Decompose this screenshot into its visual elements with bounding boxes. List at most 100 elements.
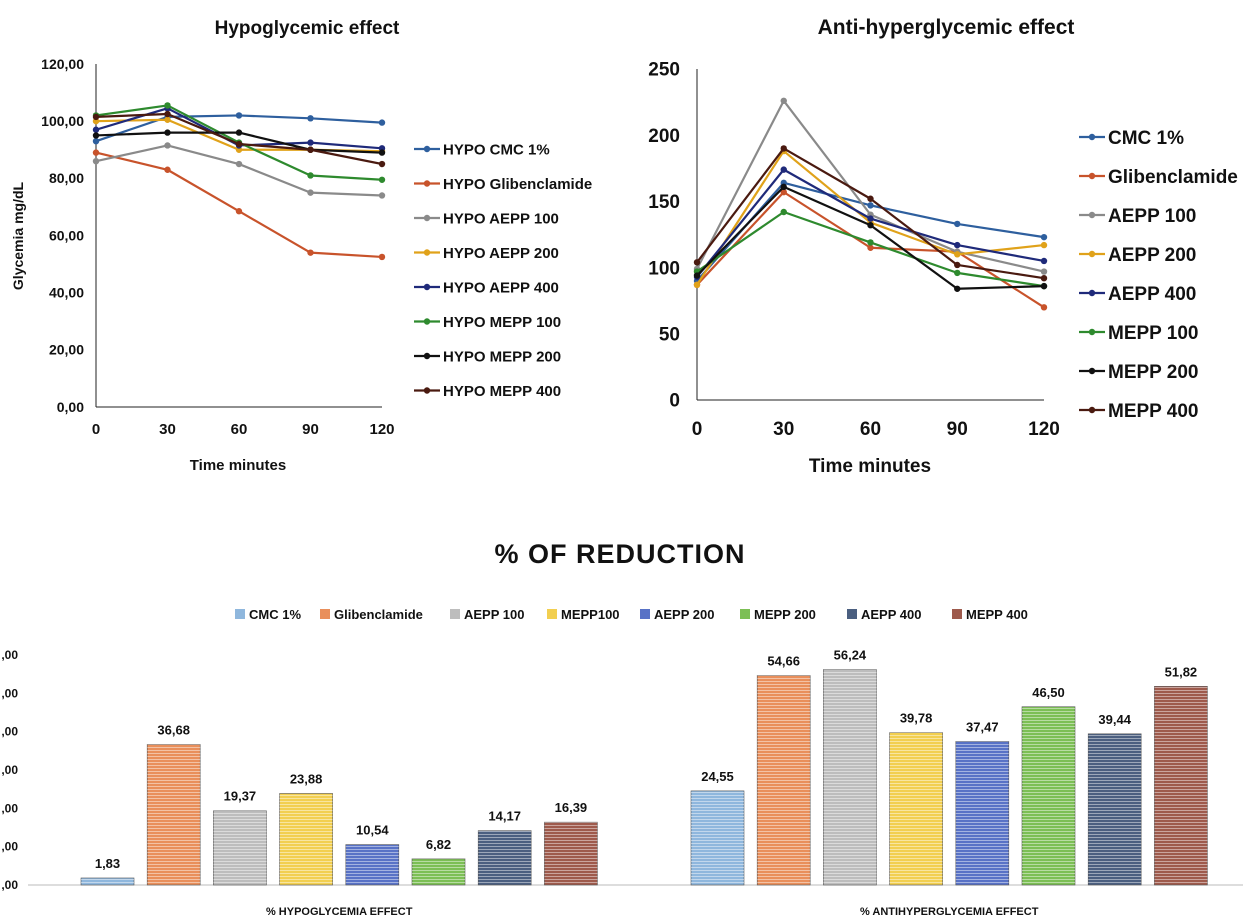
c2-legend-marker (1088, 406, 1096, 414)
c1-data-point (307, 146, 314, 153)
c2-legend-marker (1088, 328, 1096, 336)
c3-category-label: % HYPOGLYCEMIA EFFECT (266, 906, 413, 918)
c3-legend-label: MEPP 200 (754, 607, 816, 622)
c1-x-tick-label: 30 (159, 421, 176, 438)
c2-data-point (1040, 241, 1048, 249)
c1-data-point (307, 139, 314, 146)
c3-legend-swatch (547, 609, 557, 619)
c1-data-point (92, 113, 100, 121)
c2-data-point (1040, 257, 1048, 265)
c2-data-point (780, 188, 787, 196)
c1-legend-label: HYPO AEPP 400 (443, 279, 559, 296)
c3-bar-texture (1022, 706, 1075, 885)
c3-bar-texture (691, 790, 744, 885)
c2-data-point (780, 97, 787, 104)
c2-legend-marker (1088, 250, 1096, 258)
c1-legend-label: HYPO MEPP 400 (443, 383, 561, 400)
c2-data-point (693, 272, 701, 279)
c1-data-point (307, 172, 314, 179)
c3-legend-label: AEPP 200 (654, 607, 714, 622)
c1-data-point (235, 129, 243, 136)
c1-y-tick-label: 20,00 (49, 342, 84, 358)
c3-legend-swatch (320, 609, 330, 619)
c3-data-label: 37,47 (966, 719, 999, 734)
c1-data-point (378, 176, 386, 183)
c2-legend-marker (1088, 172, 1096, 180)
c1-series-line (95, 144, 383, 197)
c2-x-tick-label: 0 (692, 419, 703, 440)
c1-data-point (164, 166, 171, 173)
c3-legend-label: MEPP 400 (966, 607, 1028, 622)
c2-data-point (954, 241, 961, 249)
c3-data-label: 19,37 (224, 789, 257, 804)
c3-bar-texture (147, 744, 201, 885)
c1-data-point (307, 249, 314, 256)
reduction-bar-chart: % OF REDUCTION CMC 1% Glibenclamide AEPP 1… (1, 539, 1243, 918)
c3-y-tick-label: ,00 (1, 840, 18, 854)
c2-data-point (954, 220, 961, 228)
chart3-title: % OF REDUCTION (494, 539, 745, 569)
c3-data-label: 46,50 (1032, 685, 1065, 700)
c1-data-point (307, 115, 314, 122)
c2-data-point (867, 202, 874, 209)
c1-x-tick-label: 90 (302, 421, 319, 438)
c2-y-tick-label: 200 (648, 126, 680, 147)
c2-data-point (780, 166, 787, 173)
c3-bar-texture (412, 858, 465, 885)
c1-series-line (95, 112, 383, 166)
c1-data-point (378, 119, 386, 126)
c2-legend-label: MEPP 200 (1108, 362, 1198, 383)
c1-y-tick-label: 100,00 (41, 113, 84, 129)
c3-legend-swatch (952, 609, 962, 619)
c3-legend-label: MEPP100 (561, 607, 620, 622)
c1-data-point (92, 126, 100, 133)
c1-x-tick-label: 60 (231, 421, 248, 438)
c2-legend-label: AEPP 100 (1108, 206, 1196, 227)
c2-legend-label: MEPP 400 (1108, 401, 1198, 422)
c3-legend-swatch (450, 609, 460, 619)
c1-legend-label: HYPO AEPP 200 (443, 245, 559, 262)
c1-data-point (92, 132, 100, 139)
c2-legend-label: AEPP 200 (1108, 245, 1196, 266)
c2-data-point (867, 244, 874, 251)
c2-legend-label: AEPP 400 (1108, 284, 1196, 305)
c2-y-tick-label: 250 (648, 60, 680, 81)
c1-series-line (95, 151, 383, 259)
c1-x-tick-label: 0 (92, 421, 100, 438)
c3-data-label: 6,82 (426, 837, 451, 852)
c1-legend-marker (423, 180, 431, 187)
c1-data-point (164, 116, 171, 123)
c3-data-label: 14,17 (488, 809, 521, 824)
c2-data-point (1040, 282, 1048, 290)
c1-data-point (307, 189, 314, 196)
c3-data-label: 16,39 (555, 800, 588, 815)
c3-data-label: 36,68 (157, 722, 190, 737)
c1-legend-marker (423, 283, 431, 291)
c2-data-point (867, 195, 874, 202)
c3-legend-label: CMC 1% (249, 607, 301, 622)
c3-data-label: 10,54 (356, 823, 389, 838)
c1-legend-label: HYPO CMC 1% (443, 141, 550, 158)
c1-legend-marker (423, 318, 431, 325)
c3-bar-texture (823, 669, 877, 885)
c1-legend-label: HYPO MEPP 100 (443, 314, 561, 331)
c3-bar-texture (478, 830, 532, 885)
c2-y-tick-label: 100 (648, 258, 680, 279)
c2-data-point (1040, 304, 1048, 311)
c2-data-point (780, 145, 787, 152)
c3-legend-swatch (847, 609, 857, 619)
chart2-x-axis-label: Time minutes (809, 456, 931, 477)
c3-bar-texture (213, 810, 267, 885)
hypoglycemic-line-chart: Hypoglycemic effect Glycemia mg/dL Time … (10, 18, 592, 474)
c3-data-label: 39,78 (900, 711, 933, 726)
c1-data-point (235, 160, 243, 168)
c2-data-point (954, 251, 961, 258)
c3-legend-swatch (640, 609, 650, 619)
c2-y-tick-label: 0 (669, 391, 680, 412)
c3-data-label: 24,55 (701, 769, 734, 784)
c1-data-point (164, 102, 171, 109)
c2-data-point (1040, 268, 1048, 275)
c1-x-tick-label: 120 (369, 421, 394, 438)
c2-y-tick-label: 150 (648, 192, 680, 213)
